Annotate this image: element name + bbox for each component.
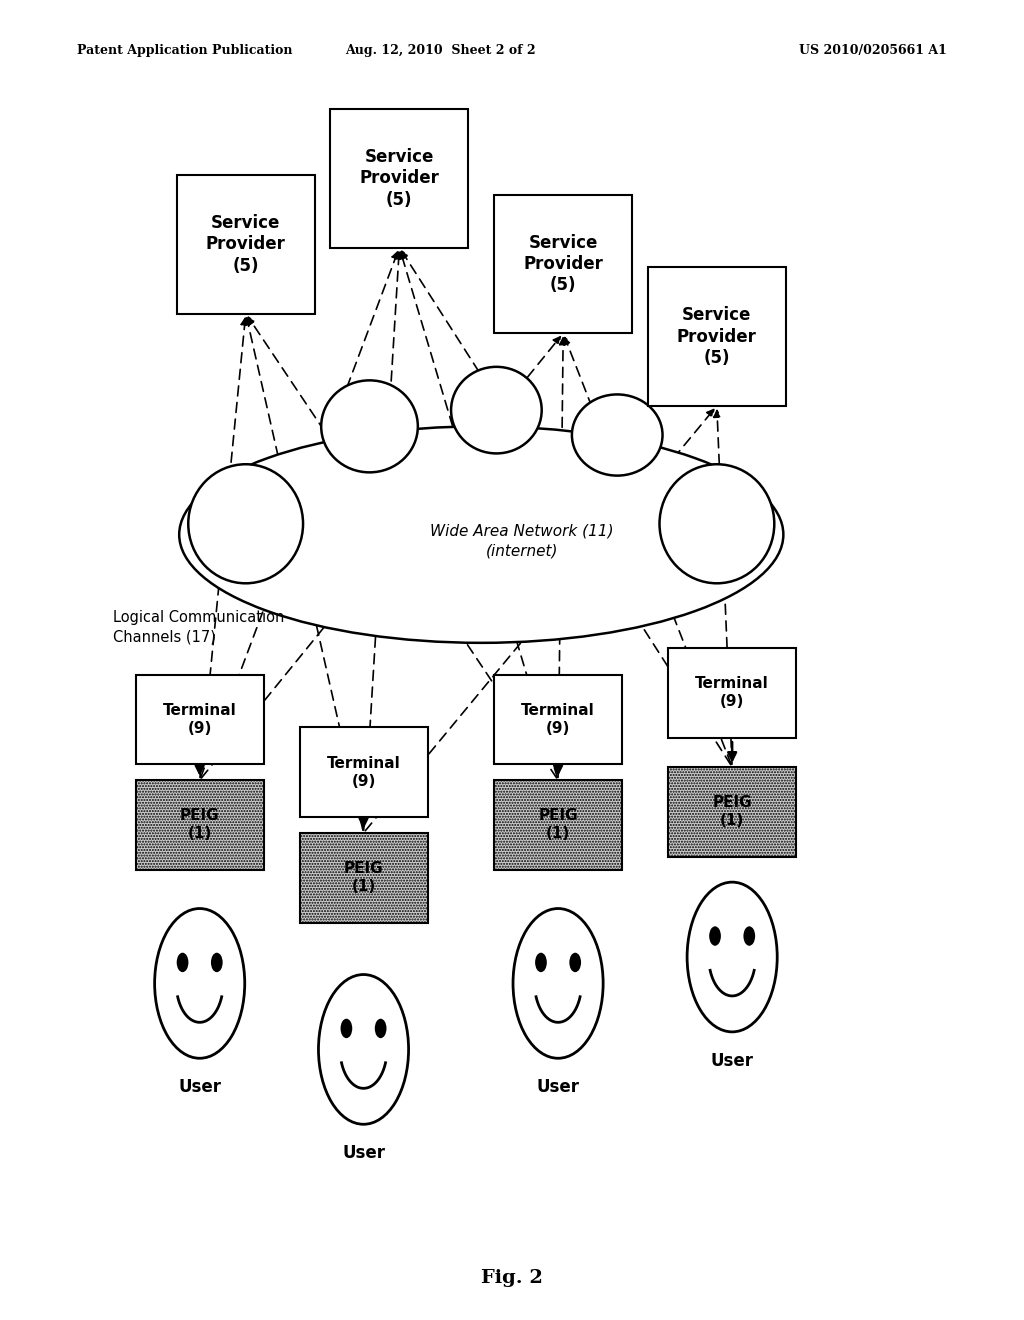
Text: US 2010/0205661 A1: US 2010/0205661 A1 xyxy=(800,44,947,57)
Text: Terminal
(9): Terminal (9) xyxy=(521,702,595,737)
Text: PEIG
(1): PEIG (1) xyxy=(713,795,752,829)
Bar xyxy=(495,675,623,764)
Text: User: User xyxy=(711,1052,754,1069)
Ellipse shape xyxy=(318,974,409,1125)
Text: Service
Provider
(5): Service Provider (5) xyxy=(677,306,757,367)
Bar xyxy=(495,780,623,870)
Text: Terminal
(9): Terminal (9) xyxy=(327,755,400,789)
Text: PEIG
(1): PEIG (1) xyxy=(180,808,219,842)
Text: Wide Area Network (11)
(internet): Wide Area Network (11) (internet) xyxy=(430,524,614,558)
Text: Service
Provider
(5): Service Provider (5) xyxy=(523,234,603,294)
Ellipse shape xyxy=(155,908,245,1059)
Bar xyxy=(176,176,315,314)
Text: PEIG
(1): PEIG (1) xyxy=(344,861,383,895)
Ellipse shape xyxy=(569,953,581,972)
Bar xyxy=(668,648,797,738)
Text: Aug. 12, 2010  Sheet 2 of 2: Aug. 12, 2010 Sheet 2 of 2 xyxy=(345,44,536,57)
Text: Terminal
(9): Terminal (9) xyxy=(695,676,769,710)
Text: Service
Provider
(5): Service Provider (5) xyxy=(359,148,439,209)
Bar xyxy=(647,267,786,407)
Bar xyxy=(299,833,428,923)
Ellipse shape xyxy=(177,953,188,972)
Ellipse shape xyxy=(659,465,774,583)
Bar xyxy=(495,195,633,333)
Ellipse shape xyxy=(375,1019,386,1038)
Text: User: User xyxy=(342,1144,385,1162)
Ellipse shape xyxy=(513,908,603,1059)
Ellipse shape xyxy=(211,953,222,972)
Ellipse shape xyxy=(322,380,418,473)
Ellipse shape xyxy=(451,367,542,454)
Ellipse shape xyxy=(341,1019,352,1038)
Bar xyxy=(299,727,428,817)
Text: Fig. 2: Fig. 2 xyxy=(481,1269,543,1287)
Text: Terminal
(9): Terminal (9) xyxy=(163,702,237,737)
Bar xyxy=(135,780,264,870)
Text: Patent Application Publication: Patent Application Publication xyxy=(77,44,292,57)
Text: User: User xyxy=(178,1078,221,1096)
Text: Logical Communication
Channels (17): Logical Communication Channels (17) xyxy=(113,610,284,644)
Bar xyxy=(668,767,797,857)
Ellipse shape xyxy=(571,395,663,475)
Ellipse shape xyxy=(687,882,777,1032)
Ellipse shape xyxy=(188,465,303,583)
Bar xyxy=(135,675,264,764)
Text: User: User xyxy=(537,1078,580,1096)
Ellipse shape xyxy=(179,426,783,643)
Text: PEIG
(1): PEIG (1) xyxy=(539,808,578,842)
Text: Service
Provider
(5): Service Provider (5) xyxy=(206,214,286,275)
Ellipse shape xyxy=(710,927,721,945)
Bar xyxy=(330,110,469,248)
Ellipse shape xyxy=(536,953,547,972)
Ellipse shape xyxy=(743,927,755,945)
